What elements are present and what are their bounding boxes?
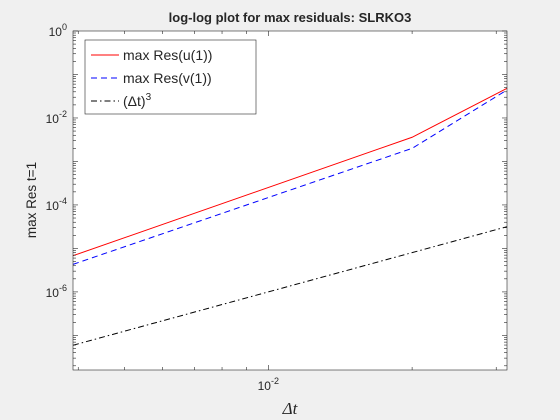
chart-title: log-log plot for max residuals: SLRKO3 (169, 10, 412, 25)
legend-label-dt-base: (Δt) (123, 93, 146, 109)
legend-label-u: max Res(u(1)) (123, 47, 212, 63)
legend: max Res(u(1)) max Res(v(1)) (Δt)3 (84, 39, 257, 115)
series-line-1 (72, 87, 508, 257)
y-tick-label: 10-2 (46, 109, 67, 126)
legend-label-v: max Res(v(1)) (123, 70, 212, 86)
x-axis-label: Δt (282, 399, 299, 418)
axes-box (72, 30, 508, 371)
legend-box (84, 39, 257, 115)
y-axis-label: max Res t=1 (24, 162, 39, 238)
y-tick-label: 10-4 (46, 196, 67, 213)
x-tick-label: 10-2 (258, 376, 279, 393)
series-line-3 (72, 226, 508, 346)
legend-label-dt-exp: 3 (146, 92, 152, 103)
tick-layer: 100 10-2 10-4 10-6 10-2 (46, 22, 507, 393)
series-line-2 (72, 89, 508, 265)
y-tick-label: 10-6 (46, 283, 67, 300)
legend-label-dt: (Δt)3 (123, 92, 152, 109)
y-tick-label: 100 (49, 22, 67, 39)
series-layer (72, 87, 508, 346)
